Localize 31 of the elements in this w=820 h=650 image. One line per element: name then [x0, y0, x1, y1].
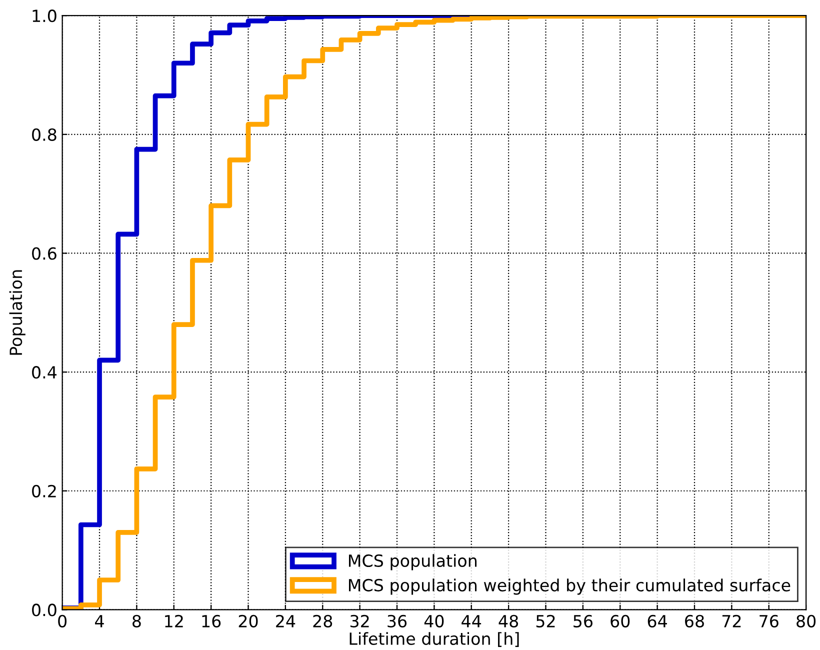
x-tick-label: 32	[350, 614, 369, 628]
y-tick-label: 0.4	[32, 366, 57, 379]
x-tick-label: 76	[760, 614, 778, 628]
y-tick-label: 1.0	[32, 10, 56, 22]
x-tick-label: 72	[722, 614, 741, 628]
x-tick-label: 16	[202, 614, 221, 628]
x-axis-title: Lifetime duration [h]	[350, 632, 519, 647]
x-tick-label: 20	[238, 614, 258, 628]
x-tick-label: 24	[276, 614, 296, 628]
x-tick-label: 12	[165, 614, 183, 628]
y-tick-label: 0.2	[32, 484, 56, 498]
y-tick-label: 0.6	[32, 247, 56, 260]
legend-label: MCS population	[348, 554, 477, 570]
x-tick-label: 48	[498, 614, 518, 628]
y-tick-label: 0.0	[32, 604, 56, 616]
x-tick-label: 4	[95, 615, 104, 628]
x-tick-label: 80	[796, 614, 816, 628]
y-axis-title: Population	[9, 270, 26, 355]
x-tick-label: 52	[536, 614, 555, 628]
x-tick-label: 44	[462, 615, 482, 628]
legend-label: MCS population weighted by their cumulated surface	[348, 578, 790, 595]
x-tick-label: 60	[610, 614, 630, 628]
x-tick-label: 56	[574, 614, 592, 628]
x-tick-label: 36	[388, 614, 407, 628]
x-tick-label: 8	[132, 614, 141, 628]
y-tick-label: 0.8	[32, 128, 56, 141]
x-tick-label: 64	[648, 614, 667, 628]
x-tick-label: 40	[424, 614, 444, 628]
x-tick-label: 68	[685, 614, 704, 628]
x-tick-label: 28	[313, 614, 332, 628]
x-tick-label: 0	[58, 614, 67, 628]
